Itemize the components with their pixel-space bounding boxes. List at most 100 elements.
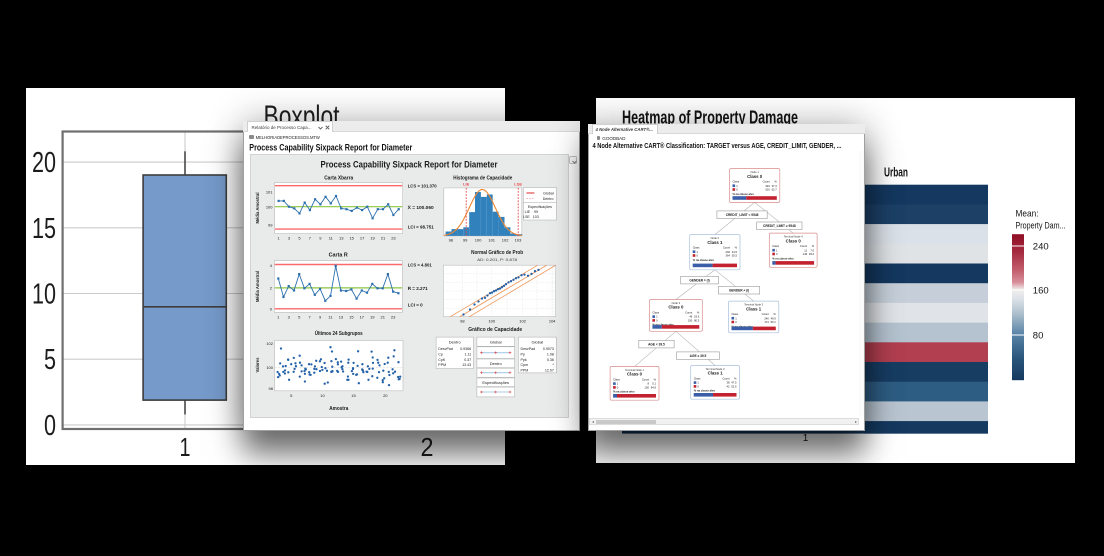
svg-text:Node 1: Node 1: [750, 170, 759, 174]
svg-text:Global: Global: [543, 191, 554, 195]
svg-text:98: 98: [268, 385, 273, 390]
svg-text:3: 3: [287, 314, 290, 319]
svg-text:150: 150: [645, 386, 650, 390]
svg-text:19: 19: [370, 235, 375, 240]
svg-text:Class: Class: [694, 377, 701, 381]
svg-text:4 Node Alternative CART® Class: 4 Node Alternative CART® Classification:…: [593, 142, 842, 150]
svg-text:160: 160: [1033, 286, 1049, 297]
svg-text:17: 17: [360, 235, 365, 240]
svg-text:GENDER ≠ (I): GENDER ≠ (I): [729, 289, 749, 293]
svg-text:15: 15: [349, 235, 354, 240]
svg-text:1: 1: [617, 382, 619, 386]
svg-text:Gráfico de Capacidade: Gráfico de Capacidade: [468, 327, 522, 333]
svg-text:104: 104: [549, 318, 556, 323]
svg-text:CREDIT_LIMIT ≥ 9548: CREDIT_LIMIT ≥ 9548: [763, 224, 796, 228]
svg-text:Class 0: Class 0: [668, 305, 684, 310]
svg-text:99: 99: [463, 237, 468, 242]
svg-text:98: 98: [448, 237, 453, 242]
svg-text:Cp: Cp: [438, 352, 443, 356]
svg-text:Cpm: Cpm: [520, 363, 528, 367]
svg-text:Terminal Node 4: Terminal Node 4: [784, 235, 803, 239]
svg-text:% na classe alvo: % na classe alvo: [732, 324, 754, 328]
svg-text:55.5: 55.5: [732, 254, 738, 258]
svg-text:102: 102: [266, 341, 273, 346]
svg-text:12.07: 12.07: [545, 368, 554, 372]
svg-text:0: 0: [656, 319, 658, 323]
svg-text:LCS = 101.370: LCS = 101.370: [407, 183, 436, 188]
svg-text:Node 2: Node 2: [711, 236, 720, 240]
svg-text:Class 1: Class 1: [707, 240, 723, 245]
svg-text:49.9: 49.9: [771, 316, 777, 320]
svg-text:44.5: 44.5: [732, 250, 738, 254]
svg-text:Especificações: Especificações: [482, 379, 509, 384]
svg-text:1.08: 1.08: [547, 352, 554, 356]
svg-text:10: 10: [320, 393, 325, 398]
svg-text:0: 0: [736, 188, 738, 192]
svg-text:Carta R: Carta R: [328, 252, 347, 258]
svg-text:15: 15: [32, 213, 56, 245]
svg-text:Count: Count: [642, 378, 649, 382]
svg-text:5: 5: [290, 393, 293, 398]
svg-text:% na classe alvo: % na classe alvo: [613, 390, 635, 394]
svg-text:11: 11: [328, 314, 333, 319]
svg-text:Count: Count: [762, 312, 769, 316]
svg-text:Class 0: Class 0: [627, 372, 643, 377]
svg-text:1: 1: [277, 314, 280, 319]
svg-text:101: 101: [266, 189, 273, 194]
svg-text:37.3: 37.3: [772, 184, 778, 188]
svg-text:X̅ = 100.060: X̅ = 100.060: [407, 204, 434, 210]
svg-text:101: 101: [488, 237, 495, 242]
svg-text:%: %: [774, 180, 777, 184]
svg-text:21: 21: [380, 314, 385, 319]
svg-text:Terminal Node 1: Terminal Node 1: [625, 368, 644, 372]
svg-text:Urban: Urban: [884, 166, 908, 180]
svg-text:LSE: LSE: [514, 181, 522, 186]
svg-text:Process Capability Sixpack Rep: Process Capability Sixpack Report for Di…: [320, 159, 497, 170]
svg-text:1: 1: [735, 316, 737, 320]
svg-text:Dentro: Dentro: [489, 360, 502, 365]
svg-text:LIE 99: LIE 99: [524, 210, 537, 214]
svg-text:100: 100: [266, 204, 273, 209]
svg-text:Terminal Node 3: Terminal Node 3: [744, 303, 763, 307]
svg-text:Property Dam...: Property Dam...: [1016, 221, 1066, 232]
svg-text:CREDIT_LIMIT < 9548: CREDIT_LIMIT < 9548: [726, 213, 759, 217]
svg-text:0.9366: 0.9366: [460, 347, 471, 351]
svg-text:5: 5: [298, 314, 301, 319]
svg-text:Node 3: Node 3: [672, 301, 681, 305]
svg-text:52.5: 52.5: [731, 385, 737, 389]
svg-text:Class 1: Class 1: [746, 306, 762, 311]
svg-text:DesvPad: DesvPad: [438, 347, 453, 351]
svg-text:Mean:: Mean:: [1016, 209, 1039, 220]
svg-text:Valores: Valores: [255, 356, 260, 372]
svg-text:303: 303: [765, 184, 770, 188]
svg-text:0: 0: [697, 385, 699, 389]
svg-text:Global: Global: [490, 339, 502, 344]
svg-text:1: 1: [776, 248, 778, 252]
svg-text:0: 0: [617, 386, 619, 390]
svg-text:Dentro: Dentro: [448, 339, 461, 344]
svg-text:2: 2: [421, 432, 434, 462]
svg-text:PPM: PPM: [438, 363, 446, 367]
svg-text:19.5: 19.5: [694, 315, 700, 319]
svg-text:Pp: Pp: [520, 352, 524, 356]
svg-text:1: 1: [180, 432, 191, 462]
svg-text:AGE ≥ 39.5: AGE ≥ 39.5: [690, 354, 707, 358]
svg-text:Class: Class: [693, 246, 700, 250]
svg-text:0: 0: [735, 320, 737, 324]
svg-text:1: 1: [656, 315, 658, 319]
svg-text:8: 8: [648, 382, 650, 386]
svg-text:15: 15: [351, 393, 356, 398]
svg-text:5: 5: [44, 344, 56, 376]
svg-text:80: 80: [1033, 331, 1044, 342]
svg-text:1: 1: [277, 235, 280, 240]
svg-text:LSE 103: LSE 103: [523, 215, 539, 219]
svg-text:80.5: 80.5: [694, 319, 700, 323]
svg-text:Count: Count: [723, 246, 730, 250]
svg-text:R̅ = 2.271: R̅ = 2.271: [407, 285, 428, 291]
svg-text:1: 1: [803, 433, 809, 444]
svg-text:174: 174: [764, 320, 769, 324]
svg-text:1: 1: [697, 381, 699, 385]
svg-text:%: %: [773, 312, 776, 316]
svg-text:Class: Class: [772, 244, 779, 248]
svg-text:Count: Count: [763, 180, 770, 184]
